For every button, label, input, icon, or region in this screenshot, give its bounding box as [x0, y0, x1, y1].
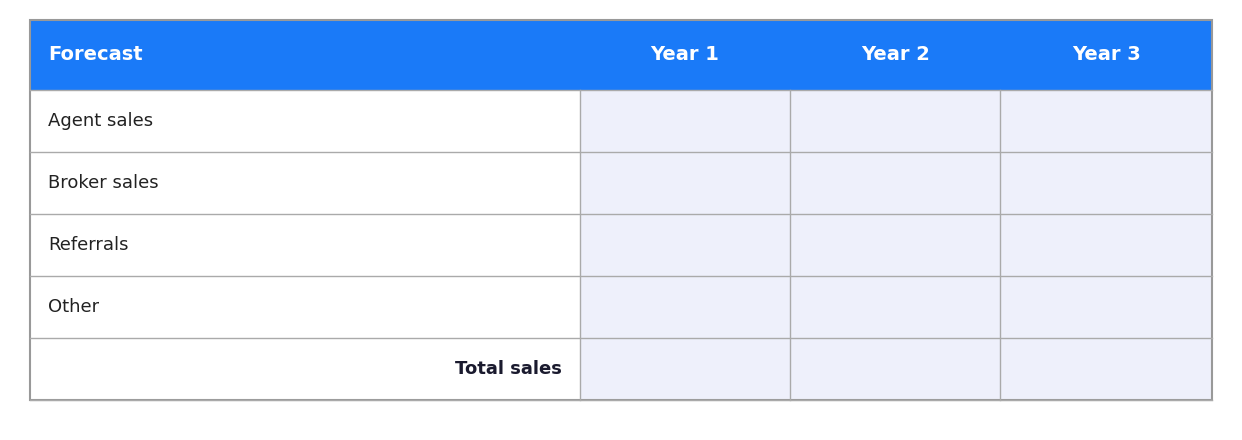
Bar [790, 276, 1000, 338]
Bar [30, 152, 580, 214]
Bar [580, 90, 790, 152]
Text: Year 3: Year 3 [1072, 45, 1140, 65]
Bar [790, 152, 1000, 214]
Bar [30, 214, 580, 276]
Bar [30, 20, 580, 90]
Bar [1000, 20, 1212, 90]
Bar [30, 90, 580, 152]
Text: Year 1: Year 1 [651, 45, 719, 65]
Bar [1000, 338, 1212, 400]
Bar [790, 338, 1000, 400]
Text: Agent sales: Agent sales [48, 112, 153, 130]
Text: Forecast: Forecast [48, 45, 143, 65]
Bar [1000, 276, 1212, 338]
Bar [580, 276, 790, 338]
Text: Other: Other [48, 298, 99, 316]
Text: Broker sales: Broker sales [48, 174, 159, 192]
Bar [30, 338, 580, 400]
Bar [580, 152, 790, 214]
Text: Year 2: Year 2 [861, 45, 930, 65]
Bar [1000, 214, 1212, 276]
Bar [790, 90, 1000, 152]
Bar [790, 20, 1000, 90]
Bar [580, 20, 790, 90]
Text: Referrals: Referrals [48, 236, 128, 254]
Bar [580, 214, 790, 276]
Bar [1000, 152, 1212, 214]
Text: Total sales: Total sales [455, 360, 561, 378]
Bar [1000, 90, 1212, 152]
Bar [30, 276, 580, 338]
Bar [790, 214, 1000, 276]
Bar [30, 20, 1212, 400]
Bar [580, 338, 790, 400]
